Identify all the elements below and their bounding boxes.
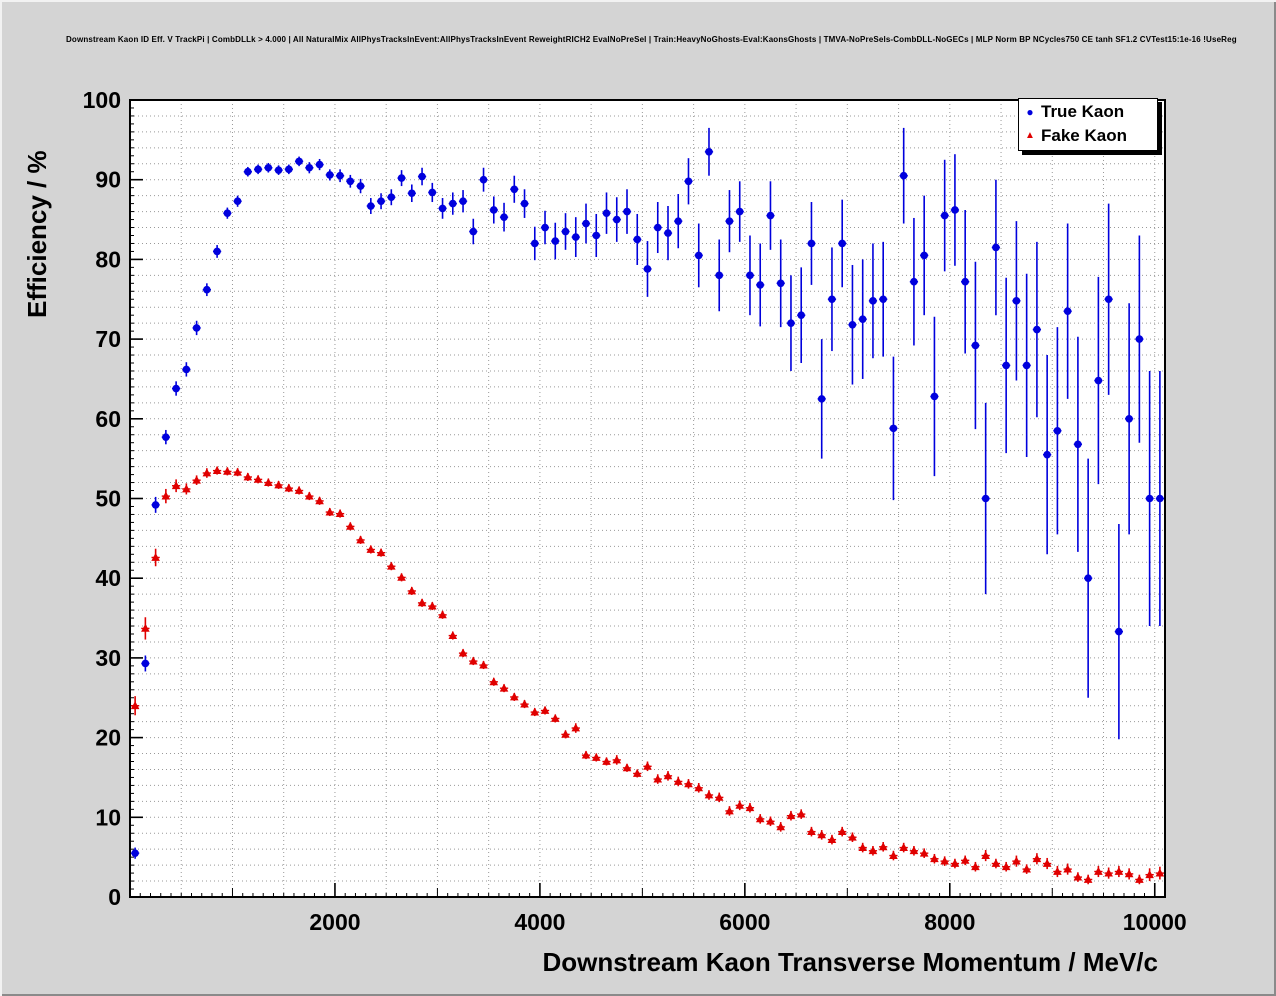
y-tick-label: 40	[95, 565, 121, 591]
y-tick-label: 50	[95, 486, 121, 512]
y-tick-label: 0	[108, 884, 121, 910]
x-tick-label: 8000	[924, 909, 975, 935]
y-axis-title: Efficiency / %	[22, 150, 52, 318]
x-tick-label: 6000	[719, 909, 770, 935]
plot-frame-border	[129, 99, 1166, 898]
grid	[130, 100, 1165, 897]
series-fake-kaon	[130, 466, 1165, 885]
legend: ● True Kaon ▲ Fake Kaon	[1018, 98, 1158, 151]
y-tick-label: 100	[83, 87, 121, 113]
legend-entry-fake-kaon: ▲ Fake Kaon	[1019, 124, 1157, 148]
legend-label-true-kaon: True Kaon	[1041, 102, 1125, 121]
plot-title: Downstream Kaon ID Eff. V TrackPi | Comb…	[66, 35, 1237, 44]
x-tick-label: 4000	[514, 909, 565, 935]
y-tick-label: 60	[95, 406, 121, 432]
y-tick-label: 10	[95, 804, 121, 830]
series-true-kaon	[131, 127, 1164, 859]
true-kaon-marker-icon: ●	[1026, 105, 1034, 119]
x-tick-label: 2000	[309, 909, 360, 935]
x-tick-label: 10000	[1123, 909, 1187, 935]
y-tick-label: 70	[95, 326, 121, 352]
plot-frame-bg	[130, 100, 1165, 897]
y-tick-label: 90	[95, 167, 121, 193]
y-tick-label: 30	[95, 645, 121, 671]
y-tick-label: 80	[95, 246, 121, 272]
y-tick-label: 20	[95, 725, 121, 751]
legend-entry-true-kaon: ● True Kaon	[1019, 100, 1157, 124]
x-axis-title: Downstream Kaon Transverse Momentum / Me…	[542, 947, 1158, 977]
fake-kaon-marker-icon: ▲	[1025, 130, 1035, 141]
tick-labels: 0 10 20 30 40 50 60 70 80 90 100 2000 4000 6000 8000 10…	[83, 87, 1187, 935]
legend-label-fake-kaon: Fake Kaon	[1041, 126, 1127, 145]
